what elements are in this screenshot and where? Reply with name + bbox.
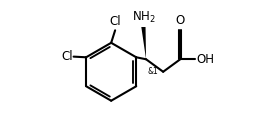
- Text: OH: OH: [196, 53, 214, 66]
- Text: O: O: [176, 14, 185, 27]
- Text: NH$_2$: NH$_2$: [132, 10, 156, 25]
- Polygon shape: [141, 27, 146, 59]
- Text: Cl: Cl: [61, 50, 73, 63]
- Text: Cl: Cl: [109, 15, 121, 28]
- Text: &1: &1: [147, 67, 158, 76]
